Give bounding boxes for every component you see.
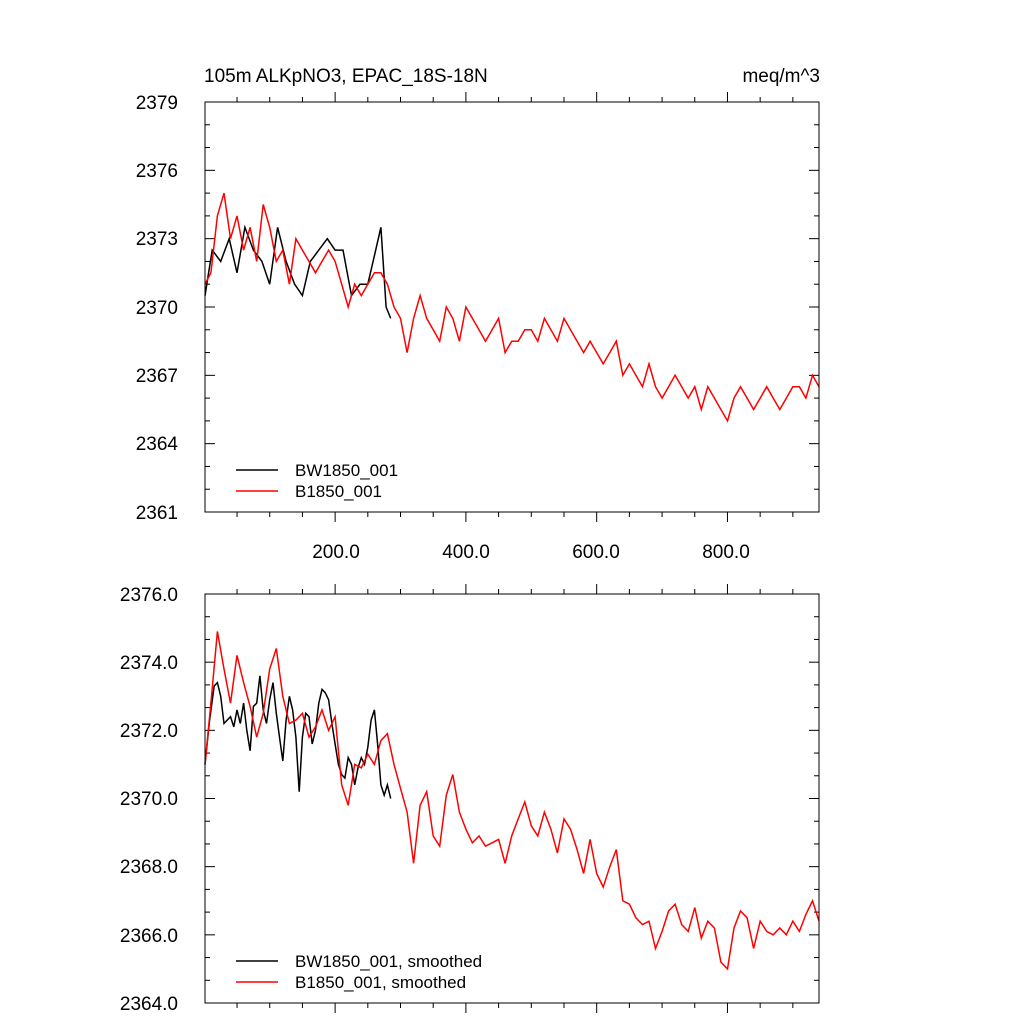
y-tick-label: 2374.0	[120, 653, 178, 674]
y-tick-label: 2364	[136, 434, 179, 455]
x-tick-label: 600.0	[572, 542, 620, 563]
chart-units: meq/m^3	[742, 66, 820, 87]
minor-ticks	[205, 584, 819, 1013]
y-tick-label: 2366.0	[120, 926, 178, 947]
chart-title: 105m ALKpNO3, EPAC_18S-18N	[204, 66, 488, 87]
plot-area	[204, 192, 820, 423]
legend: BW1850_001 B1850_001	[236, 461, 398, 501]
series-line-b1850	[204, 192, 820, 423]
legend-label-b1850: B1850_001	[295, 482, 382, 501]
y-tick-label: 2370.0	[120, 789, 178, 810]
y-tick-label: 2367	[136, 366, 178, 387]
plot-frame	[204, 101, 820, 513]
y-tick-label: 2372.0	[120, 721, 178, 742]
y-tick-label: 2368.0	[120, 857, 178, 878]
panel-bottom: 2376.0 2374.0 2372.0 2370.0 2368.0 2366.…	[120, 584, 820, 1015]
y-tick-label: 2361	[136, 503, 178, 524]
legend-label-b1850-smoothed: B1850_001, smoothed	[295, 973, 466, 992]
legend-label-bw1850: BW1850_001	[295, 461, 398, 480]
legend: BW1850_001, smoothed B1850_001, smoothed	[236, 952, 482, 992]
y-tick-label: 2379	[136, 93, 178, 114]
y-tick-label: 2370	[136, 298, 178, 319]
legend-label-bw1850-smoothed: BW1850_001, smoothed	[295, 952, 482, 971]
x-tick-label: 800.0	[702, 542, 750, 563]
x-tick-label: 200.0	[312, 542, 360, 563]
series-line-b1850-smoothed	[204, 631, 820, 971]
y-tick-label: 2376	[136, 161, 178, 182]
panel-top: 105m ALKpNO3, EPAC_18S-18N meq/m^3 2379 …	[136, 66, 820, 563]
minor-ticks	[205, 92, 819, 522]
y-tick-label: 2376.0	[120, 585, 178, 606]
series-line-bw1850-smoothed	[204, 675, 392, 799]
plot-area	[204, 631, 820, 971]
plot-frame	[204, 593, 820, 1004]
x-tick-label: 400.0	[442, 542, 490, 563]
y-tick-label: 2373	[136, 229, 178, 250]
y-tick-label: 2364.0	[120, 994, 178, 1015]
